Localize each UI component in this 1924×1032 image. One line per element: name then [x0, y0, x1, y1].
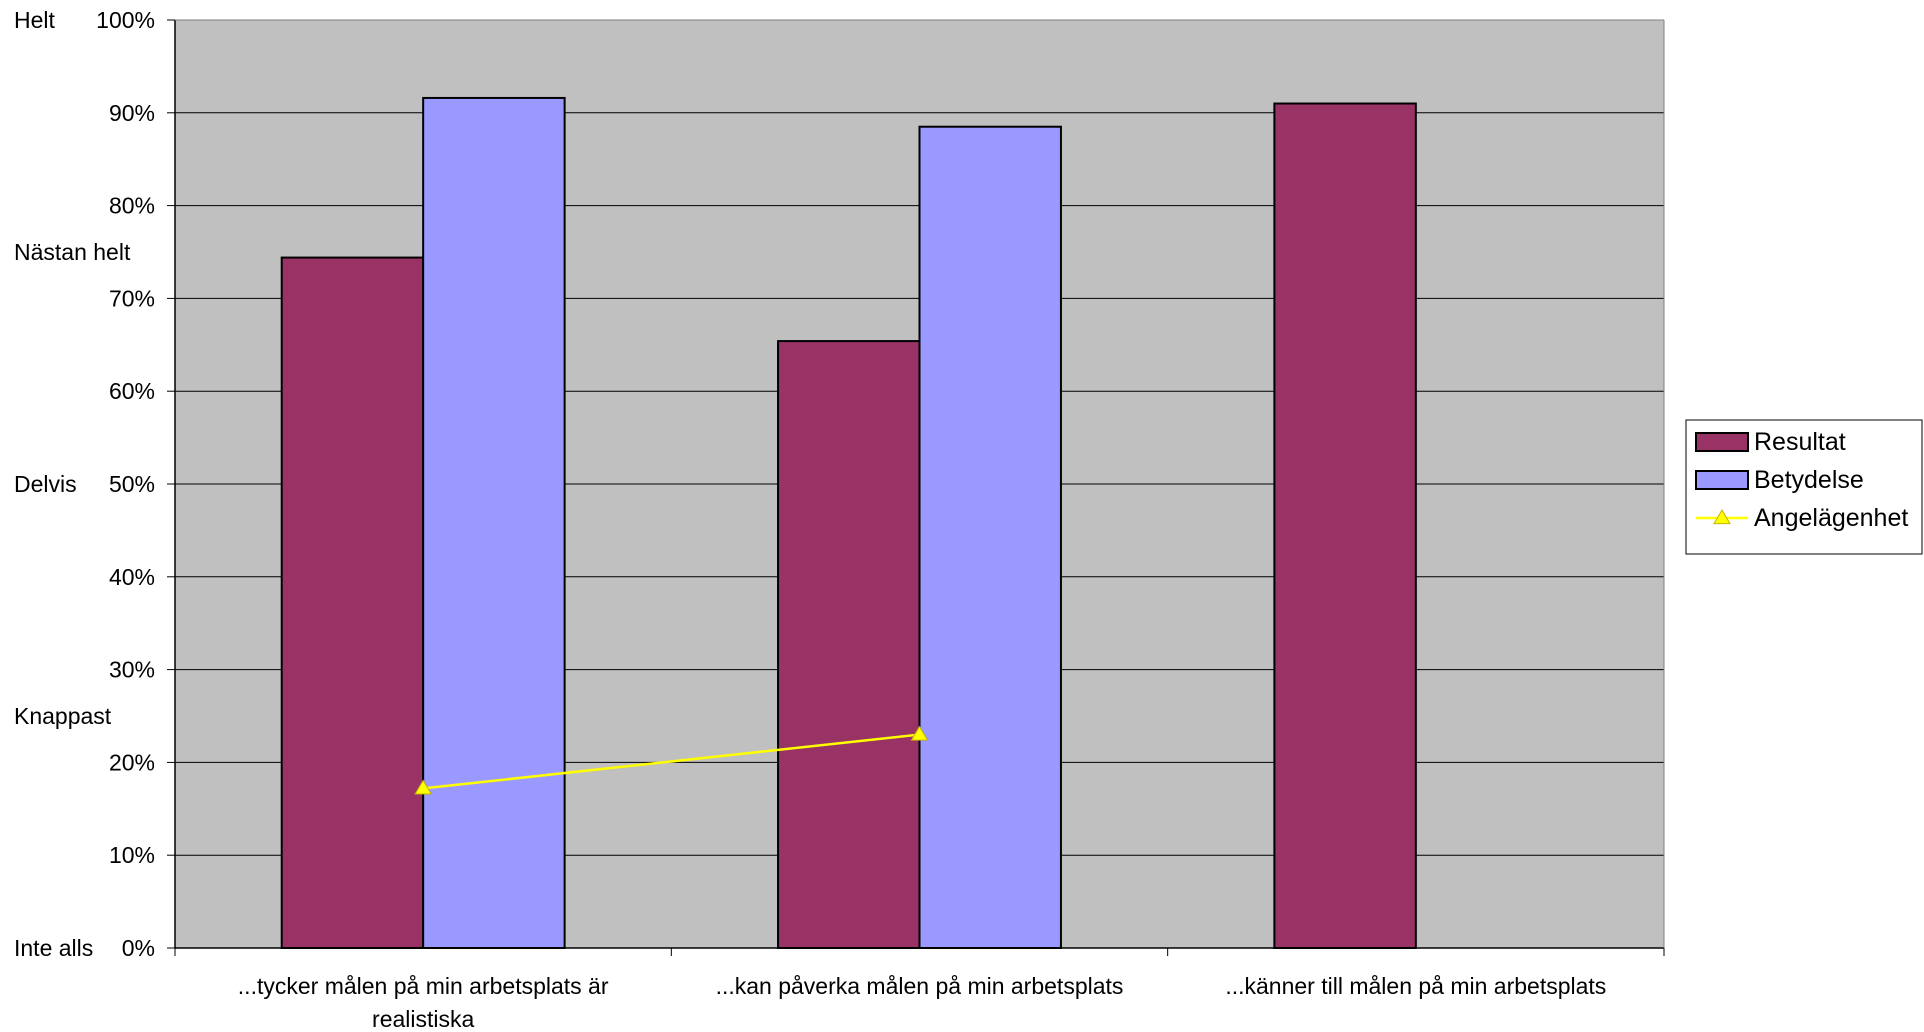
bar-betydelse	[422, 96, 566, 949]
legend-label: Resultat	[1754, 428, 1846, 456]
marker-angelägenhet	[414, 779, 433, 795]
scale-label: Helt	[14, 7, 56, 33]
y-tick-label: 90%	[109, 100, 155, 126]
y-tick-label: 0%	[122, 935, 155, 961]
bar-resultat	[777, 340, 921, 949]
scale-labels: Helt Nästan helt Delvis Knappast Inte alls	[14, 7, 131, 961]
y-tick-label: 60%	[109, 378, 155, 404]
bar-resultat	[1273, 102, 1417, 949]
scale-label: Nästan helt	[14, 239, 131, 265]
legend-label: Angelägenhet	[1754, 504, 1908, 532]
scale-label: Knappast	[14, 703, 112, 729]
x-tick-label: ...kan påverka målen på min arbetsplats	[716, 973, 1124, 999]
line-angelägenhet	[423, 733, 920, 790]
y-tick-label: 80%	[109, 193, 155, 219]
y-tick-labels: 0% 10% 20% 30% 40% 50% 60% 70% 80% 90% 100%	[96, 7, 155, 961]
scale-label: Inte alls	[14, 935, 93, 961]
legend-marker-angelägenhet	[1713, 509, 1731, 525]
y-tick-label: 40%	[109, 564, 155, 590]
axes	[167, 19, 1665, 956]
y-tick-label: 50%	[109, 471, 155, 497]
bar-betydelse	[918, 125, 1062, 950]
x-tick-label-line: ...känner till målen på min arbetsplats	[1225, 973, 1606, 999]
legend-swatch-betydelse	[1695, 470, 1749, 490]
marker-angelägenhet	[910, 725, 929, 741]
x-tick-label: ...tycker målen på min arbetsplats är rea…	[238, 973, 609, 1032]
y-tick-label: 10%	[109, 842, 155, 868]
y-tick-label: 100%	[96, 7, 155, 33]
line-series	[414, 725, 929, 795]
x-tick-label-line: ...tycker målen på min arbetsplats är	[238, 973, 609, 999]
y-tick-label: 70%	[109, 285, 155, 311]
bar-resultat	[280, 256, 425, 949]
x-tick-label: ...känner till målen på min arbetsplats	[1225, 973, 1606, 999]
y-tick-label: 20%	[109, 749, 155, 775]
x-tick-label-line: ...kan påverka målen på min arbetsplats	[716, 973, 1124, 999]
legend: Resultat Betydelse Angelägenhet	[1685, 419, 1923, 555]
x-tick-labels: ...tycker målen på min arbetsplats är rea…	[238, 973, 1607, 1032]
bar-series	[280, 96, 1417, 950]
legend-label: Betydelse	[1754, 466, 1864, 494]
y-tick-label: 30%	[109, 657, 155, 683]
legend-swatch-resultat	[1695, 432, 1749, 452]
scale-label: Delvis	[14, 471, 77, 497]
x-tick-label-line: realistiska	[372, 1006, 474, 1032]
